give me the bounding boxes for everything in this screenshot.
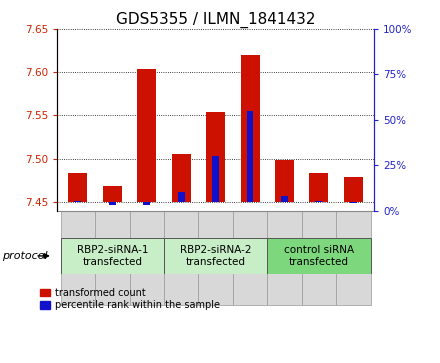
- Bar: [178, 192, 185, 202]
- Text: RBP2-siRNA-2
transfected: RBP2-siRNA-2 transfected: [180, 245, 251, 267]
- Bar: [267, 211, 302, 305]
- Bar: [61, 238, 164, 274]
- Bar: [212, 156, 219, 202]
- Bar: [344, 177, 363, 202]
- Text: RBP2-siRNA-1
transfected: RBP2-siRNA-1 transfected: [77, 245, 148, 267]
- Bar: [336, 211, 370, 305]
- Bar: [137, 69, 156, 202]
- Bar: [241, 55, 260, 202]
- Bar: [172, 154, 191, 202]
- Bar: [267, 238, 370, 274]
- Bar: [61, 211, 95, 305]
- Bar: [233, 211, 267, 305]
- Bar: [309, 172, 328, 202]
- Bar: [129, 211, 164, 305]
- Bar: [143, 202, 150, 205]
- Bar: [95, 211, 129, 305]
- Text: protocol: protocol: [2, 251, 48, 261]
- Text: control siRNA
transfected: control siRNA transfected: [284, 245, 354, 267]
- Bar: [206, 112, 225, 202]
- Bar: [68, 172, 87, 202]
- Bar: [103, 186, 122, 202]
- Legend: transformed count, percentile rank within the sample: transformed count, percentile rank withi…: [40, 288, 220, 310]
- Title: GDS5355 / ILMN_1841432: GDS5355 / ILMN_1841432: [116, 12, 315, 28]
- Bar: [198, 211, 233, 305]
- Bar: [164, 211, 198, 305]
- Bar: [275, 160, 294, 202]
- Bar: [246, 111, 253, 202]
- Bar: [281, 196, 288, 202]
- Bar: [109, 202, 116, 205]
- Bar: [350, 202, 357, 203]
- Bar: [302, 211, 336, 305]
- Bar: [74, 201, 81, 202]
- Bar: [315, 201, 323, 202]
- Bar: [164, 238, 267, 274]
